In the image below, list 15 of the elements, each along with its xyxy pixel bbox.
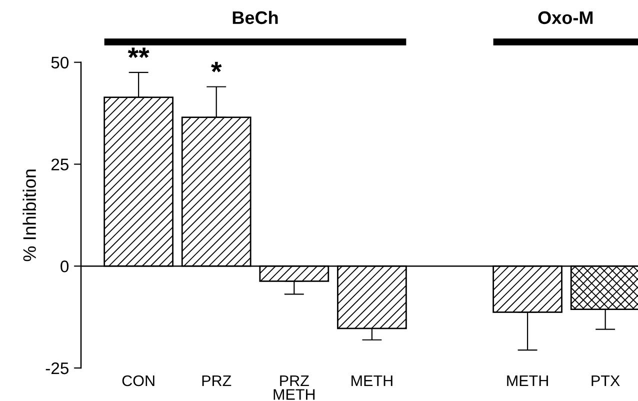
x-tick-label: CON bbox=[122, 375, 154, 386]
x-tick-label: METH bbox=[352, 376, 392, 386]
x-tick-label: METH bbox=[507, 376, 548, 386]
x-tick-label: PRZ METH bbox=[274, 376, 315, 400]
y-tick-label: 50 bbox=[51, 56, 69, 69]
x-tick-label: PRZ bbox=[202, 376, 232, 386]
x-tick-label: PTX bbox=[592, 376, 620, 386]
y-tick-label: 25 bbox=[51, 158, 68, 170]
y-tick-label: -25 bbox=[46, 362, 68, 374]
y-tick-label: 0 bbox=[60, 260, 69, 272]
text: Oxo-M bbox=[538, 11, 593, 24]
y-axis-title: % Inhibition bbox=[22, 170, 36, 262]
text: ** bbox=[128, 48, 150, 58]
text: BeCh bbox=[232, 10, 278, 24]
annotation: * bbox=[211, 62, 222, 72]
